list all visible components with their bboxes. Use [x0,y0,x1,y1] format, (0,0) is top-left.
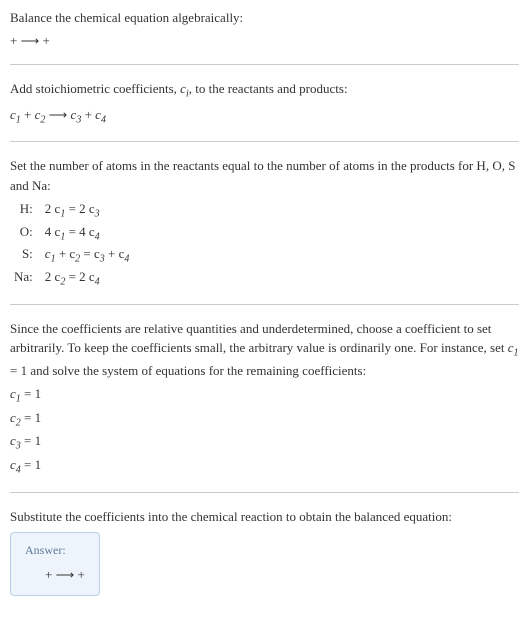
atom-equations-table: H: 2 c1 = 2 c3 O: 4 c1 = 4 c4 S: c1 + c2… [10,199,133,289]
eq-part: + c [105,246,125,261]
header-title: Balance the chemical equation algebraica… [10,8,519,28]
sol-val: = 1 [21,386,41,401]
atom-label: H: [10,199,41,222]
step2-section: Set the number of atoms in the reactants… [10,156,519,289]
solution-row: c2 = 1 [10,408,519,431]
plus2: + [81,107,95,122]
atom-label: Na: [10,267,41,290]
atom-equation: 2 c2 = 2 c4 [41,267,134,290]
eq-part: 4 c [45,224,61,239]
step3-section: Since the coefficients are relative quan… [10,319,519,478]
table-row: Na: 2 c2 = 2 c4 [10,267,133,290]
divider [10,304,519,305]
table-row: H: 2 c1 = 2 c3 [10,199,133,222]
atom-label: S: [10,244,41,267]
header-reaction: + ⟶ + [10,31,519,51]
eq-part: = 4 c [65,224,94,239]
step2-text: Set the number of atoms in the reactants… [10,156,519,195]
step3-text-after: = 1 and solve the system of equations fo… [10,363,366,378]
eq-part: = 2 c [65,201,94,216]
step1-text: Add stoichiometric coefficients, ci, to … [10,79,519,102]
solution-row: c4 = 1 [10,455,519,478]
eq-part: = c [80,246,100,261]
answer-box: Answer: + ⟶ + [10,532,100,596]
sol-val: = 1 [21,457,41,472]
plus1: + [21,107,35,122]
step1-text-after: , to the reactants and products: [189,81,348,96]
c4-sub: 4 [101,114,106,125]
solution-row: c1 = 1 [10,384,519,407]
step4-text: Substitute the coefficients into the che… [10,507,519,527]
divider [10,64,519,65]
sol-val: = 1 [21,433,41,448]
answer-label: Answer: [25,541,85,559]
step1-reaction: c1 + c2 ⟶ c3 + c4 [10,105,519,128]
atom-equation: 4 c1 = 4 c4 [41,222,134,245]
divider [10,141,519,142]
divider [10,492,519,493]
eq-part: 2 c [45,201,61,216]
step1-section: Add stoichiometric coefficients, ci, to … [10,79,519,127]
step3-text-before: Since the coefficients are relative quan… [10,321,508,356]
eq-sub: 4 [124,254,129,265]
table-row: O: 4 c1 = 4 c4 [10,222,133,245]
eq-sub: 4 [95,231,100,242]
c1-sub: 1 [514,348,519,359]
eq-part: 2 c [45,269,61,284]
header-section: Balance the chemical equation algebraica… [10,8,519,50]
step1-text-before: Add stoichiometric coefficients, [10,81,180,96]
answer-content: + ⟶ + [25,565,85,585]
table-row: S: c1 + c2 = c3 + c4 [10,244,133,267]
coefficient-solutions: c1 = 1 c2 = 1 c3 = 1 c4 = 1 [10,384,519,477]
arrow: ⟶ [45,107,70,122]
step4-section: Substitute the coefficients into the che… [10,507,519,596]
eq-part: + c [56,246,76,261]
solution-row: c3 = 1 [10,431,519,454]
sol-val: = 1 [21,410,41,425]
atom-equation: 2 c1 = 2 c3 [41,199,134,222]
eq-sub: 4 [95,277,100,288]
atom-label: O: [10,222,41,245]
eq-sub: 3 [95,209,100,220]
atom-equation: c1 + c2 = c3 + c4 [41,244,134,267]
eq-part: = 2 c [65,269,94,284]
step3-text: Since the coefficients are relative quan… [10,319,519,381]
